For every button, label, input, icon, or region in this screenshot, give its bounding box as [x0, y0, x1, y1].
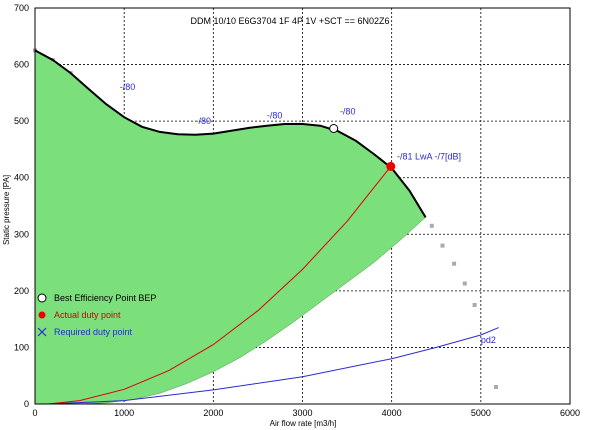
legend-bep-icon	[37, 293, 47, 303]
fan-curve	[34, 49, 427, 218]
x-axis-label: Air flow rate [m3/h]	[270, 419, 337, 428]
operating-area	[34, 49, 426, 405]
x-tick-label: 4000	[382, 408, 402, 418]
stall-point	[440, 243, 445, 248]
x-tick-label: 5000	[471, 408, 491, 418]
stall-point	[462, 281, 467, 286]
stall-point	[493, 385, 498, 390]
legend-bep-label: Best Efficiency Point BEP	[54, 293, 156, 303]
x-tick-label: 3000	[292, 408, 312, 418]
legend-required-icon	[37, 327, 47, 337]
y-tick-label: 600	[14, 60, 29, 70]
stall-point	[472, 303, 477, 307]
curve-annotation: pd2	[481, 335, 496, 345]
y-tick-label: 300	[14, 229, 29, 239]
y-axis-label: Static pressure [PA]	[2, 175, 11, 245]
annotations: -/80 -/80 -/80 -/80 -/81 LwA -/7[dB] pd2	[120, 82, 496, 345]
legend-actual-label: Actual duty point	[54, 310, 121, 320]
curve-annotation: -/80	[196, 116, 212, 126]
stall-point	[452, 261, 457, 266]
y-tick-label: 100	[14, 342, 29, 352]
x-tick-label: 1000	[114, 408, 134, 418]
x-tick-labels: 0 1000 2000 3000 4000 5000 6000	[32, 408, 580, 418]
y-tick-label: 0	[24, 399, 29, 409]
y-tick-label: 500	[14, 116, 29, 126]
legend: Best Efficiency Point BEP Actual duty po…	[37, 293, 156, 337]
plot-frame	[34, 7, 571, 405]
legend-required-label: Required duty point	[54, 327, 133, 337]
stall-point	[429, 223, 434, 228]
y-tick-labels: 0 100 200 300 400 500 600 700	[14, 3, 29, 409]
chart-title: DDM 10/10 E6G3704 1F 4P 1V +SCT == 6N02Z…	[190, 16, 389, 26]
duty-point-marker	[386, 161, 396, 171]
y-tick-label: 400	[14, 173, 29, 183]
curve-annotation: -/81 LwA -/7[dB]	[397, 152, 461, 162]
y-tick-label: 200	[14, 286, 29, 296]
system-curve-actual	[48, 166, 392, 405]
curve-annotation: -/80	[267, 110, 283, 120]
bep-marker	[329, 123, 339, 133]
x-tick-label: 6000	[560, 408, 580, 418]
legend-actual-icon	[38, 311, 46, 319]
x-tick-label: 0	[32, 408, 37, 418]
system-curve-required	[48, 327, 499, 405]
curve-annotation: -/80	[120, 82, 136, 92]
curve-annotation: -/80	[340, 106, 356, 116]
x-tick-label: 2000	[203, 408, 223, 418]
y-tick-label: 700	[14, 3, 29, 13]
